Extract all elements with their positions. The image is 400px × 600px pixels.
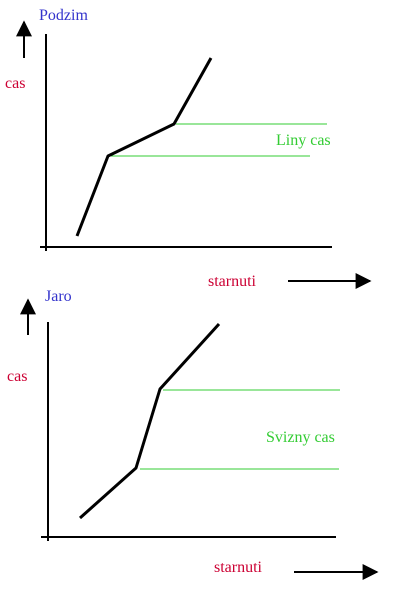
panel-jaro: Jaro cas starnuti Svizny cas bbox=[7, 288, 379, 580]
x-axis-label: starnuti bbox=[208, 273, 257, 290]
y-axis-label: cas bbox=[7, 368, 27, 385]
guide-annotation: Svizny cas bbox=[266, 429, 335, 446]
x-axis-label: starnuti bbox=[214, 559, 263, 576]
curve bbox=[79, 322, 221, 520]
curve bbox=[75, 57, 213, 237]
y-axis-label: cas bbox=[5, 75, 25, 92]
panel-podzim: Podzim cas starnuti Liny cas bbox=[5, 7, 372, 290]
panel-title: Podzim bbox=[39, 7, 88, 24]
panel-title: Jaro bbox=[45, 288, 72, 305]
guide-annotation: Liny cas bbox=[276, 132, 331, 149]
